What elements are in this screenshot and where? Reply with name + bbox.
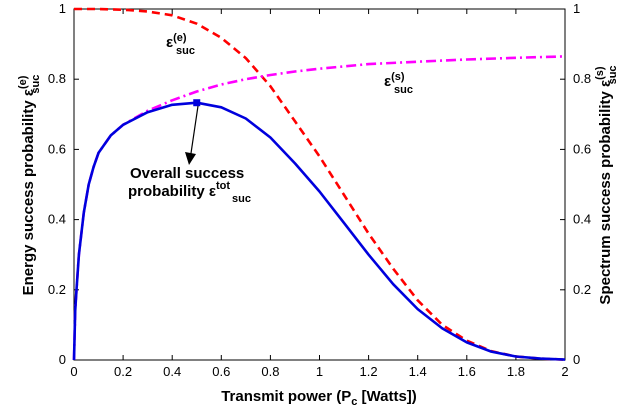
- x-tick-label: 1.6: [458, 364, 476, 379]
- annotation-arrow: [185, 105, 199, 165]
- y-right-axis-label: Spectrum success probability ε(s)suc: [594, 65, 619, 304]
- x-tick-label: 0: [70, 364, 77, 379]
- y-left-tick-labels: 0 0.2 0.4 0.6 0.8 1: [48, 1, 66, 367]
- series-line-overall: [72, 101, 566, 361]
- arrow-head: [185, 152, 196, 165]
- arrow-shaft: [189, 105, 199, 161]
- y-right-tick-label: 0.2: [573, 282, 591, 297]
- overall-label-line2: probability εtotsuc: [128, 180, 251, 205]
- y-right-tick-label: 0.8: [573, 71, 591, 86]
- overall-label-line1: Overall success: [130, 165, 244, 182]
- y-right-tick-label: 0.4: [573, 212, 591, 227]
- x-axis-label: Transmit power (Pc [Watts]): [221, 388, 417, 408]
- y-left-tick-label: 0: [59, 352, 66, 367]
- x-tick-label: 0.4: [163, 364, 181, 379]
- x-tick-labels: 0 0.2 0.4 0.6 0.8 1 1.2 1.4 1.6 1.8 2: [70, 364, 568, 379]
- peak-marker: [193, 99, 201, 107]
- x-tick-label: 1.8: [507, 364, 525, 379]
- y-left-axis-label: Energy success probability ε(e)suc: [17, 75, 42, 296]
- energy-curve-label: ε(e) suc: [166, 32, 195, 57]
- y-right-tick-label: 0: [573, 352, 580, 367]
- y-left-tick-label: 0.6: [48, 141, 66, 156]
- y-right-tick-label: 1: [573, 1, 580, 16]
- series-layer: [72, 7, 566, 361]
- x-tick-label: 0.8: [261, 364, 279, 379]
- y-right-tick-label: 0.6: [573, 141, 591, 156]
- x-tick-label: 0.6: [212, 364, 230, 379]
- y-left-tick-label: 0.8: [48, 71, 66, 86]
- series-line-spectrum: [72, 55, 566, 361]
- y-left-tick-label: 1: [59, 1, 66, 16]
- x-tick-label: 1.2: [360, 364, 378, 379]
- y-right-tick-labels: 0 0.2 0.4 0.6 0.8 1: [573, 1, 591, 367]
- x-tick-label: 1.4: [409, 364, 427, 379]
- spectrum-curve-label: ε(s) suc: [384, 71, 413, 96]
- x-tick-label: 1: [316, 364, 323, 379]
- x-tick-label: 0.2: [114, 364, 132, 379]
- y-left-tick-label: 0.4: [48, 212, 66, 227]
- x-tick-label: 2: [561, 364, 568, 379]
- y-left-tick-label: 0.2: [48, 282, 66, 297]
